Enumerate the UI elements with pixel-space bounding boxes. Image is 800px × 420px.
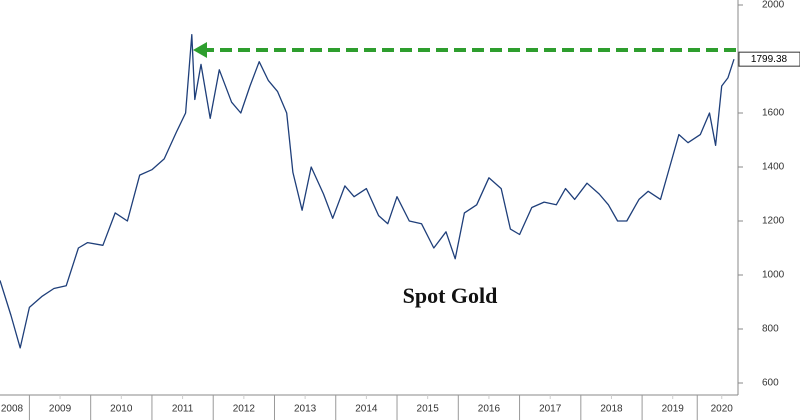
x-tick-label: 2015 bbox=[417, 404, 440, 415]
x-tick-label: 2019 bbox=[662, 404, 685, 415]
x-tick-label: 2011 bbox=[172, 404, 194, 415]
last-value-box bbox=[738, 51, 800, 67]
x-tick-label: 2018 bbox=[600, 404, 623, 415]
x-tick-label: 2012 bbox=[233, 404, 256, 415]
y-tick-label: 800 bbox=[762, 324, 779, 335]
x-tick-label: 2008 bbox=[1, 404, 24, 415]
x-tick-label: 2020 bbox=[711, 404, 734, 415]
y-tick-label: 2000 bbox=[762, 0, 785, 11]
x-tick-label: 2013 bbox=[294, 404, 317, 415]
y-tick-label: 600 bbox=[762, 378, 779, 389]
x-tick-label: 2009 bbox=[49, 404, 72, 415]
y-tick-label: 1600 bbox=[762, 108, 785, 119]
y-tick-label: 1200 bbox=[762, 216, 785, 227]
arrow-head bbox=[193, 42, 207, 58]
y-tick-label: 1400 bbox=[762, 162, 785, 173]
x-tick-label: 2014 bbox=[355, 404, 378, 415]
y-tick-label: 1000 bbox=[762, 270, 785, 281]
x-tick-label: 2010 bbox=[110, 404, 133, 415]
annotation: Spot Gold bbox=[403, 283, 498, 308]
price-line bbox=[0, 34, 735, 349]
x-tick-label: 2016 bbox=[478, 404, 501, 415]
x-tick-label: 2017 bbox=[539, 404, 562, 415]
last-value-label: 1799.38 bbox=[751, 54, 788, 65]
